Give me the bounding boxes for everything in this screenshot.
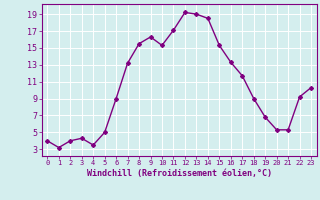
X-axis label: Windchill (Refroidissement éolien,°C): Windchill (Refroidissement éolien,°C) [87, 169, 272, 178]
